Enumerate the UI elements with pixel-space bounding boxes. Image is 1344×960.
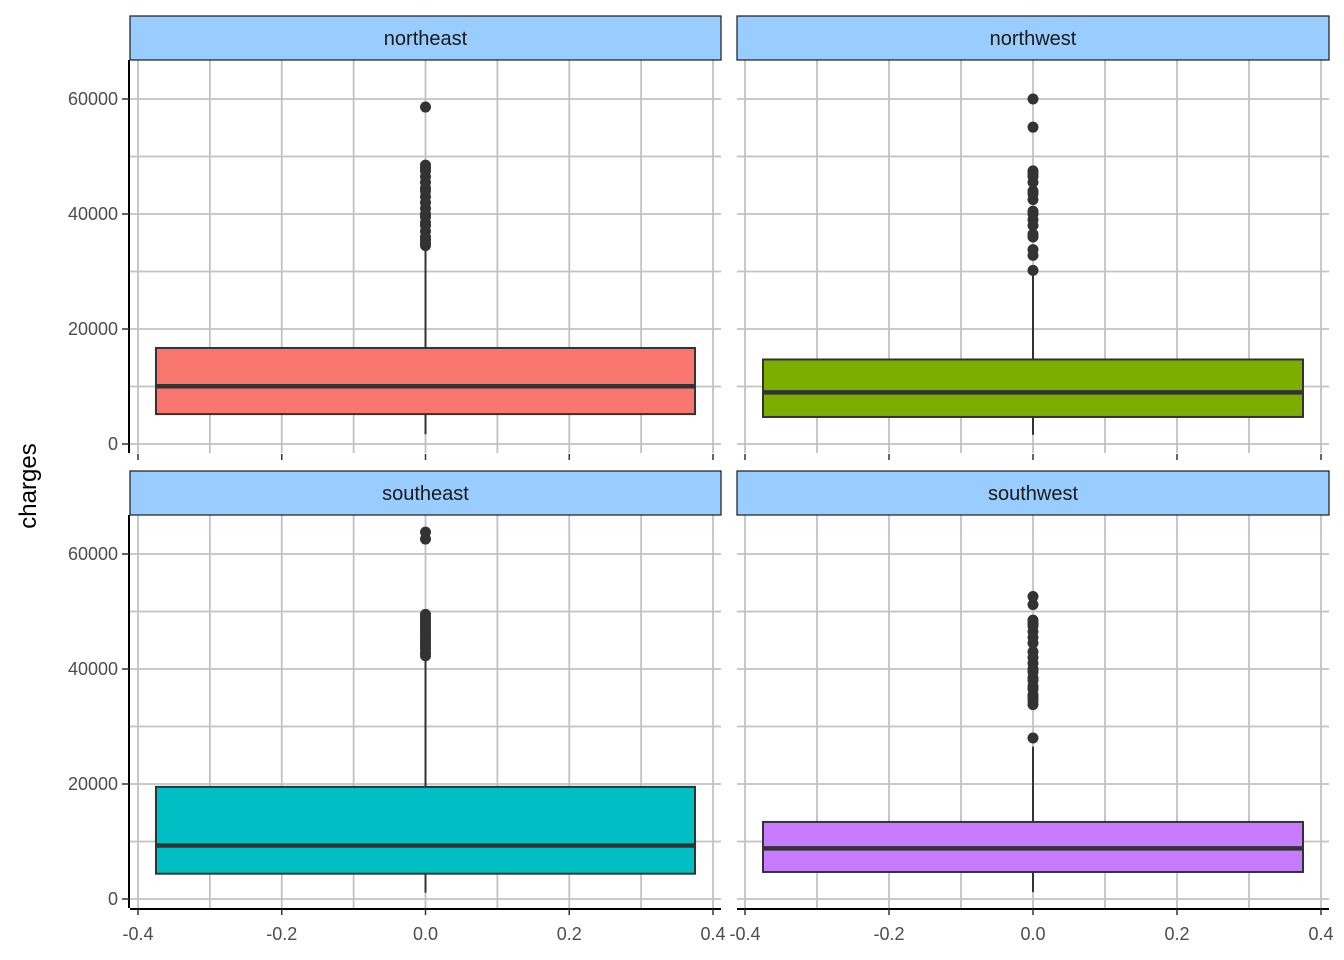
facet-strip bbox=[736, 470, 1330, 516]
outlier-point bbox=[1027, 732, 1039, 744]
outlier-point bbox=[1027, 646, 1039, 658]
y-tick-label: 0 bbox=[108, 889, 118, 909]
facet-panel-northeast: northeast 0 20000 40000 60000 bbox=[68, 15, 722, 460]
outlier-point bbox=[1027, 264, 1039, 276]
x-tick-label: 0.0 bbox=[1020, 924, 1045, 944]
x-tick-label: -0.2 bbox=[873, 924, 904, 944]
x-tick-label: 0.0 bbox=[413, 924, 438, 944]
facet-strip-label: northeast bbox=[384, 28, 468, 50]
facet-strip-label: northwest bbox=[990, 28, 1077, 50]
facet-panel-southeast: southeast 0 20000 40000 60000 -0.4 -0.2 0.0 0.2 0… bbox=[68, 470, 726, 944]
y-tick-label: 60000 bbox=[68, 89, 118, 109]
outlier-point bbox=[1027, 121, 1039, 133]
facet-strip bbox=[129, 470, 722, 516]
outlier-point bbox=[420, 526, 431, 538]
outlier-point bbox=[1027, 591, 1039, 603]
outlier-point bbox=[1027, 599, 1039, 611]
y-tick-label: 0 bbox=[108, 434, 118, 454]
facet-strip-label: southeast bbox=[382, 483, 469, 505]
outlier-point bbox=[1027, 228, 1039, 240]
outlier-point bbox=[1027, 205, 1039, 217]
y-tick-label: 40000 bbox=[68, 659, 118, 679]
box-iqr bbox=[154, 785, 697, 875]
box-iqr bbox=[762, 358, 1304, 418]
outlier-point bbox=[420, 101, 431, 113]
x-tick-label: 0.4 bbox=[700, 924, 725, 944]
facet-strip-label: southwest bbox=[988, 483, 1078, 505]
outlier-point bbox=[1027, 93, 1039, 105]
y-tick-label: 20000 bbox=[68, 774, 118, 794]
outlier-point bbox=[1027, 244, 1039, 256]
y-tick-label: 40000 bbox=[68, 204, 118, 224]
y-tick-label: 60000 bbox=[68, 544, 118, 564]
y-tick-label: 20000 bbox=[68, 319, 118, 339]
x-tick-label: -0.4 bbox=[122, 924, 153, 944]
outlier-point bbox=[1027, 165, 1039, 177]
x-tick-label: -0.2 bbox=[266, 924, 297, 944]
facet-strip bbox=[129, 15, 722, 61]
x-tick-label: 0.2 bbox=[1164, 924, 1189, 944]
facet-strip bbox=[736, 15, 1330, 61]
outlier-point bbox=[1027, 185, 1039, 197]
x-tick-label: 0.4 bbox=[1308, 924, 1333, 944]
outlier-point bbox=[420, 159, 431, 171]
outlier-point bbox=[420, 608, 431, 620]
outlier-point bbox=[1027, 614, 1039, 626]
facet-panel-northwest: northwest bbox=[736, 15, 1330, 460]
box-iqr bbox=[154, 346, 697, 416]
facet-panel-southwest: southwest -0.4 -0.2 0.0 0.2 0.4 bbox=[729, 470, 1334, 944]
x-tick-label: 0.2 bbox=[557, 924, 582, 944]
y-axis-title: charges bbox=[15, 443, 42, 528]
x-tick-label: -0.4 bbox=[729, 924, 760, 944]
